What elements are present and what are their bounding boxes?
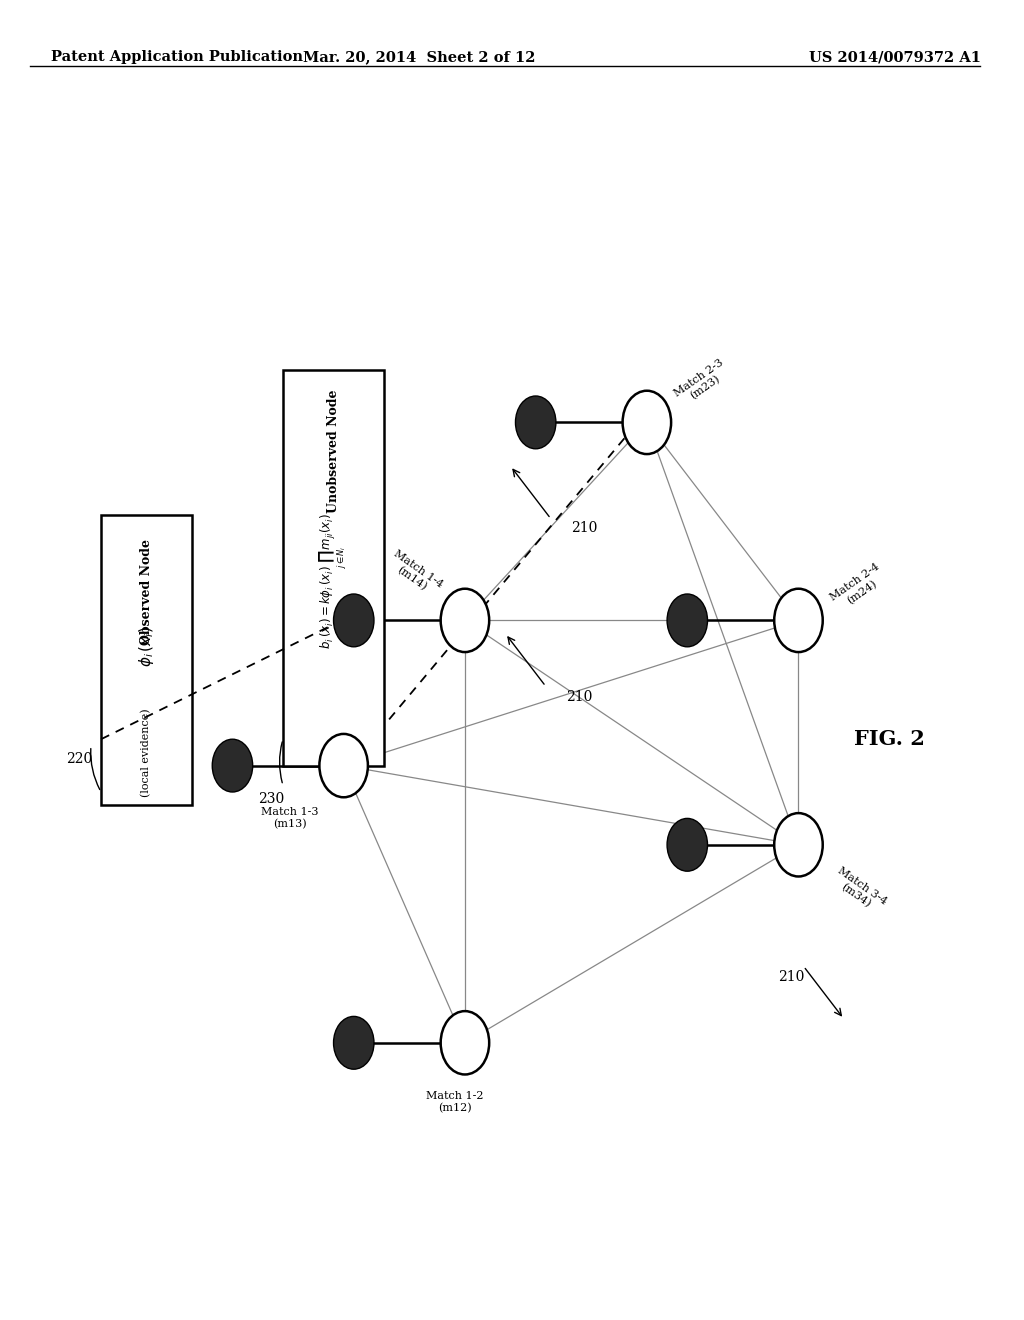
- Text: Match 1-3
(m13): Match 1-3 (m13): [261, 808, 318, 829]
- Text: 230: 230: [258, 792, 284, 807]
- FancyBboxPatch shape: [283, 370, 384, 766]
- Text: 210: 210: [566, 690, 592, 704]
- Circle shape: [774, 589, 822, 652]
- Circle shape: [774, 813, 822, 876]
- Text: Unobserved Node: Unobserved Node: [327, 389, 340, 513]
- Circle shape: [212, 739, 253, 792]
- Text: Match 2-4
(m24): Match 2-4 (m24): [828, 562, 889, 612]
- Circle shape: [515, 396, 556, 449]
- Circle shape: [334, 1016, 374, 1069]
- Text: Observed Node: Observed Node: [140, 539, 153, 644]
- Text: 220: 220: [66, 752, 92, 767]
- Circle shape: [319, 734, 368, 797]
- Text: Match 3-4
(m34): Match 3-4 (m34): [828, 866, 889, 916]
- Text: Mar. 20, 2014  Sheet 2 of 12: Mar. 20, 2014 Sheet 2 of 12: [303, 50, 536, 65]
- Circle shape: [667, 594, 708, 647]
- Circle shape: [440, 589, 489, 652]
- Text: $\phi_i\,(x_i)$: $\phi_i\,(x_i)$: [137, 626, 156, 668]
- FancyBboxPatch shape: [101, 515, 193, 805]
- Text: US 2014/0079372 A1: US 2014/0079372 A1: [809, 50, 981, 65]
- Text: $b_i\,(x_i) = k\phi_i\,(x_i)\!\prod_{j \in N_i}\! m_{ji}(x_i)$: $b_i\,(x_i) = k\phi_i\,(x_i)\!\prod_{j \…: [318, 512, 349, 649]
- Text: Match 1-4
(m14): Match 1-4 (m14): [385, 549, 444, 599]
- Text: 210: 210: [778, 970, 805, 983]
- Circle shape: [334, 594, 374, 647]
- Text: Match 1-2
(m12): Match 1-2 (m12): [426, 1092, 483, 1113]
- Circle shape: [440, 1011, 489, 1074]
- Circle shape: [667, 818, 708, 871]
- Circle shape: [623, 391, 671, 454]
- Text: (local evidence): (local evidence): [141, 708, 152, 797]
- Text: 210: 210: [571, 521, 597, 535]
- Text: Patent Application Publication: Patent Application Publication: [50, 50, 302, 65]
- Text: FIG. 2: FIG. 2: [854, 729, 925, 750]
- Text: Match 2-3
(m23): Match 2-3 (m23): [672, 358, 732, 408]
